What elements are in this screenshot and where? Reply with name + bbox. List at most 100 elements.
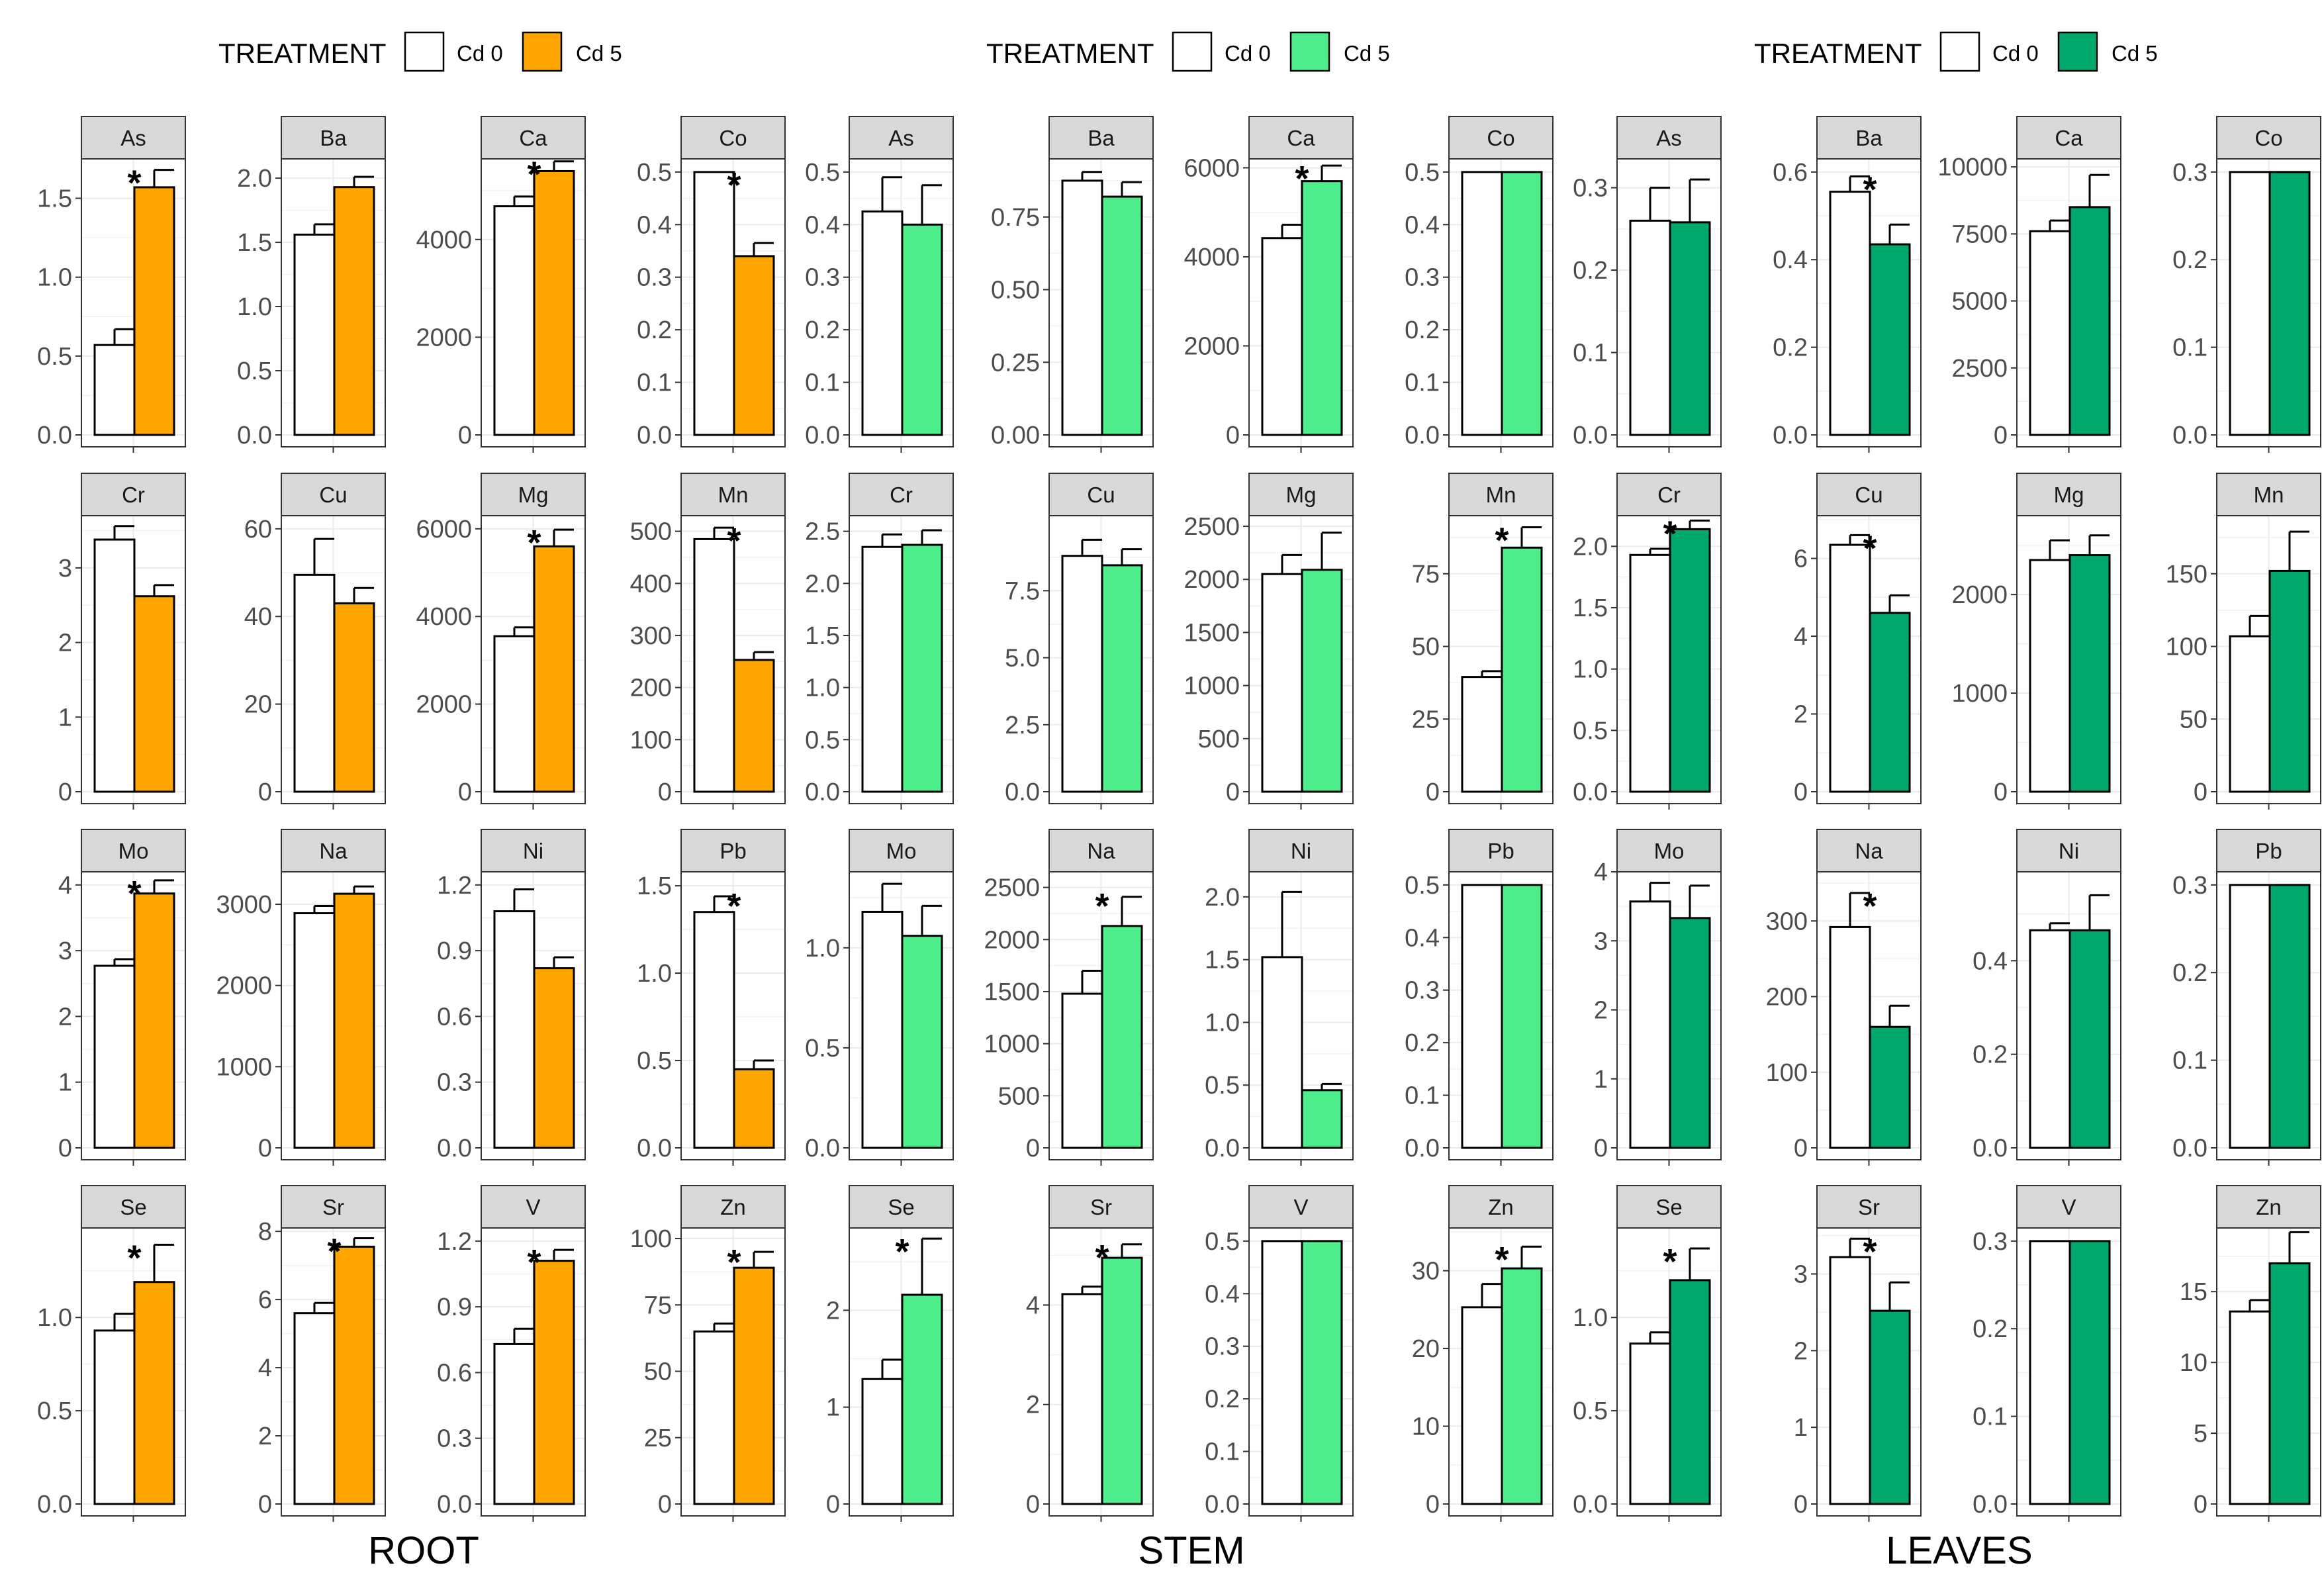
y-tick-label: 4000 (416, 603, 472, 631)
y-tick-label: 0.25 (991, 349, 1040, 377)
y-tick-label: 0 (258, 1491, 272, 1519)
bar-cd0 (2229, 1310, 2271, 1505)
panel-stem-ni: Ni 0.0 0.5 1.0 1.5 2.0 (1205, 829, 1354, 1166)
strip-label: Cu (1087, 483, 1115, 507)
panels: As0.00.51.01.5 *Ba0.00.51.01.52.0Ca020004… (37, 116, 2321, 1522)
panel-stem-co: Co 0.0 0.1 0.2 0.3 0.4 0.5 (1405, 116, 1554, 453)
y-tick-label: 2.0 (1573, 533, 1608, 561)
y-tick-label: 0 (2194, 1491, 2207, 1519)
panel-leaves-ba: Ba 0.0 0.2 0.4 0.6 * (1773, 116, 1922, 453)
bar-cd5 (733, 255, 775, 436)
y-tick-label: 0.0 (805, 422, 840, 449)
y-tick-label: 0.0 (1205, 1491, 1240, 1519)
legend-label-cd5: Cd 5 (2112, 41, 2158, 66)
y-tick-label: 0.75 (991, 204, 1040, 232)
bar-cd5 (1501, 171, 1543, 436)
strip (849, 829, 954, 872)
y-tick-label: 20 (1412, 1335, 1440, 1363)
y-tick-label: 1500 (984, 978, 1040, 1006)
strip-label: Na (1855, 839, 1883, 863)
bar-cd5 (1501, 546, 1543, 793)
y-tick-label: 200 (1766, 984, 1808, 1011)
y-tick-label: 0 (58, 778, 72, 806)
strip-label: Se (888, 1195, 914, 1219)
y-tick-label: 0 (458, 778, 472, 806)
bar-cd5 (2268, 569, 2311, 793)
y-tick-label: 0 (658, 778, 672, 806)
strip-label: Cr (890, 483, 913, 507)
significance-star: * (1863, 886, 1877, 926)
y-tick-label: 4 (1794, 623, 1808, 651)
bar-cd5 (1501, 1267, 1543, 1505)
y-tick-label: 0.0 (637, 1135, 672, 1162)
panel-root-se: Se 0.0 0.5 1.0 * (37, 1185, 186, 1522)
y-tick-label: 0.0 (805, 1135, 840, 1162)
group-label-stem: STEM (1138, 1529, 1244, 1572)
y-tick-label: 0.0 (1005, 778, 1040, 806)
bar-cd5 (1101, 195, 1143, 436)
y-tick-label: 0.0 (2172, 1135, 2207, 1162)
significance-star: * (1663, 514, 1677, 553)
significance-star: * (727, 886, 741, 926)
y-tick-label: 2 (1794, 1337, 1808, 1365)
y-tick-label: 0.00 (991, 422, 1040, 449)
y-tick-label: 0.0 (2172, 422, 2207, 449)
y-tick-label: 20 (244, 691, 272, 719)
legends: TREATMENT Cd 0 Cd 5 TREATMENT Cd 0 Cd 5 TREATM… (218, 31, 2158, 72)
y-tick-label: 0 (1994, 778, 2008, 806)
bar-cd0 (1261, 237, 1303, 436)
strip (1048, 473, 1154, 516)
y-tick-label: 50 (1412, 634, 1440, 661)
strip-label: Zn (1488, 1195, 1514, 1219)
significance-star: * (527, 523, 541, 563)
strip (281, 116, 386, 160)
strip (2016, 1185, 2121, 1229)
y-tick-label: 0 (1226, 778, 1240, 806)
bar-cd0 (693, 911, 735, 1149)
legend-key-cd0 (1939, 31, 1980, 72)
y-tick-label: 500 (998, 1082, 1040, 1110)
y-tick-label: 1 (826, 1394, 840, 1422)
y-tick-label: 0.2 (1205, 1385, 1240, 1413)
bar-cd0 (1629, 1342, 1671, 1505)
y-tick-label: 30 (1412, 1258, 1440, 1286)
bar-cd0 (2029, 230, 2071, 436)
panel-leaves-cr: Cr 0.0 0.5 1.0 1.5 2.0 * (1573, 473, 1722, 810)
y-tick-label: 1.5 (805, 622, 840, 650)
y-tick-label: 0.1 (1405, 369, 1440, 397)
y-tick-label: 4000 (416, 226, 472, 254)
significance-star: * (1495, 1240, 1509, 1280)
y-tick-label: 1.0 (37, 264, 72, 292)
y-tick-label: 15 (2180, 1278, 2207, 1306)
bar-cd5 (333, 602, 375, 793)
panel-stem-se: Se 0 1 2 * (826, 1185, 954, 1522)
panel-root-cr: Cr 0 1 2 3 (58, 473, 186, 810)
bar-cd5 (1669, 221, 1711, 436)
legend-key-cd5 (2057, 31, 2098, 72)
y-tick-label: 0.6 (1773, 159, 1808, 187)
strip-label: As (120, 126, 146, 150)
bar-cd5 (1869, 1025, 1911, 1149)
y-tick-label: 0.4 (1973, 947, 2008, 975)
y-tick-label: 2.5 (805, 518, 840, 546)
legend-label-cd0: Cd 0 (1992, 41, 2039, 66)
y-tick-label: 0.1 (637, 369, 672, 397)
panel-root-as: As 0.0 0.5 1.0 1.5 * (37, 116, 186, 453)
panel-stem-cu: Cu 0.0 2.5 5.0 7.5 (1005, 473, 1154, 810)
bar-cd5 (1869, 1309, 1911, 1505)
panel-root-cu: Cu 0 20 40 60 (244, 473, 386, 810)
panel-stem-ba: Ba 0.00 0.25 0.50 0.75 (991, 116, 1154, 453)
y-tick-label: 0 (1594, 1135, 1608, 1162)
bar-cd0 (493, 635, 535, 793)
y-tick-label: 0.3 (637, 264, 672, 292)
strip-label: Ni (2059, 839, 2079, 863)
bar-cd5 (1301, 1240, 1343, 1505)
y-tick-label: 1.0 (805, 675, 840, 702)
strip-label: Ba (1855, 126, 1882, 150)
y-tick-label: 0.5 (1573, 1397, 1608, 1425)
strip-label: Mn (1486, 483, 1516, 507)
bar-cd5 (333, 892, 375, 1149)
legend-key-cd5 (522, 31, 563, 72)
bar-cd0 (861, 910, 904, 1149)
strip-label: Se (1655, 1195, 1682, 1219)
